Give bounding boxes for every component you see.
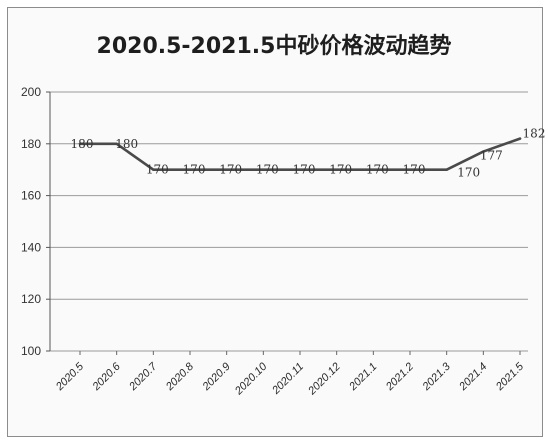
x-axis: 2020.5 2020.6 2020.7 2020.8 2020.9 2020.10 202… xyxy=(53,351,527,398)
data-label-2020.5: 180 xyxy=(71,137,94,151)
data-label-2020.8: 170 xyxy=(183,163,206,177)
data-label-2020.12: 170 xyxy=(329,163,352,177)
x-tick-label-2020.9: 2020.9 xyxy=(200,361,233,394)
data-label-2020.7: 170 xyxy=(146,163,169,177)
x-tick-label-2021.2: 2021.2 xyxy=(383,361,416,394)
x-tick-label-2020.7: 2020.7 xyxy=(126,360,160,394)
y-tick-label-120: 120 xyxy=(21,292,41,306)
data-label-2021.3: 170 xyxy=(457,166,480,180)
x-tick-label-2020.5: 2020.5 xyxy=(53,360,87,394)
data-label-2020.9: 170 xyxy=(219,163,242,177)
data-label-2021.4: 177 xyxy=(480,149,503,163)
data-label-2020.10: 170 xyxy=(256,163,279,177)
data-label-2020.11: 170 xyxy=(293,163,316,177)
x-tick-label-2021.4: 2021.4 xyxy=(456,361,489,394)
y-axis: 100 120 140 160 180 200 xyxy=(21,85,50,358)
x-tick-label-2021.5: 2021.5 xyxy=(493,360,527,394)
x-tick-label-2020.8: 2020.8 xyxy=(163,360,197,394)
x-tick-label-2020.11: 2020.11 xyxy=(269,361,306,398)
data-label-2021.2: 170 xyxy=(403,163,426,177)
y-tick-label-160: 160 xyxy=(21,189,41,203)
data-label-2020.6: 180 xyxy=(115,137,138,151)
x-tick-label-2020.10: 2020.10 xyxy=(232,360,270,398)
x-tick-label-2021.3: 2021.3 xyxy=(420,360,454,394)
data-point-2021.5 xyxy=(519,137,521,139)
data-label-2021.1: 170 xyxy=(366,163,389,177)
data-label-2021.5: 182 xyxy=(523,127,546,141)
x-tick-label-2020.6: 2020.6 xyxy=(90,360,124,394)
y-tick-label-180: 180 xyxy=(21,137,41,151)
y-tick-label-200: 200 xyxy=(21,85,41,99)
y-tick-label-140: 140 xyxy=(21,240,41,254)
x-tick-label-2021.1: 2021.1 xyxy=(346,361,379,394)
y-tick-label-100: 100 xyxy=(21,344,41,358)
gridlines xyxy=(50,92,528,351)
x-tick-label-2020.12: 2020.12 xyxy=(305,361,342,398)
data-point-2021.3 xyxy=(445,169,447,171)
